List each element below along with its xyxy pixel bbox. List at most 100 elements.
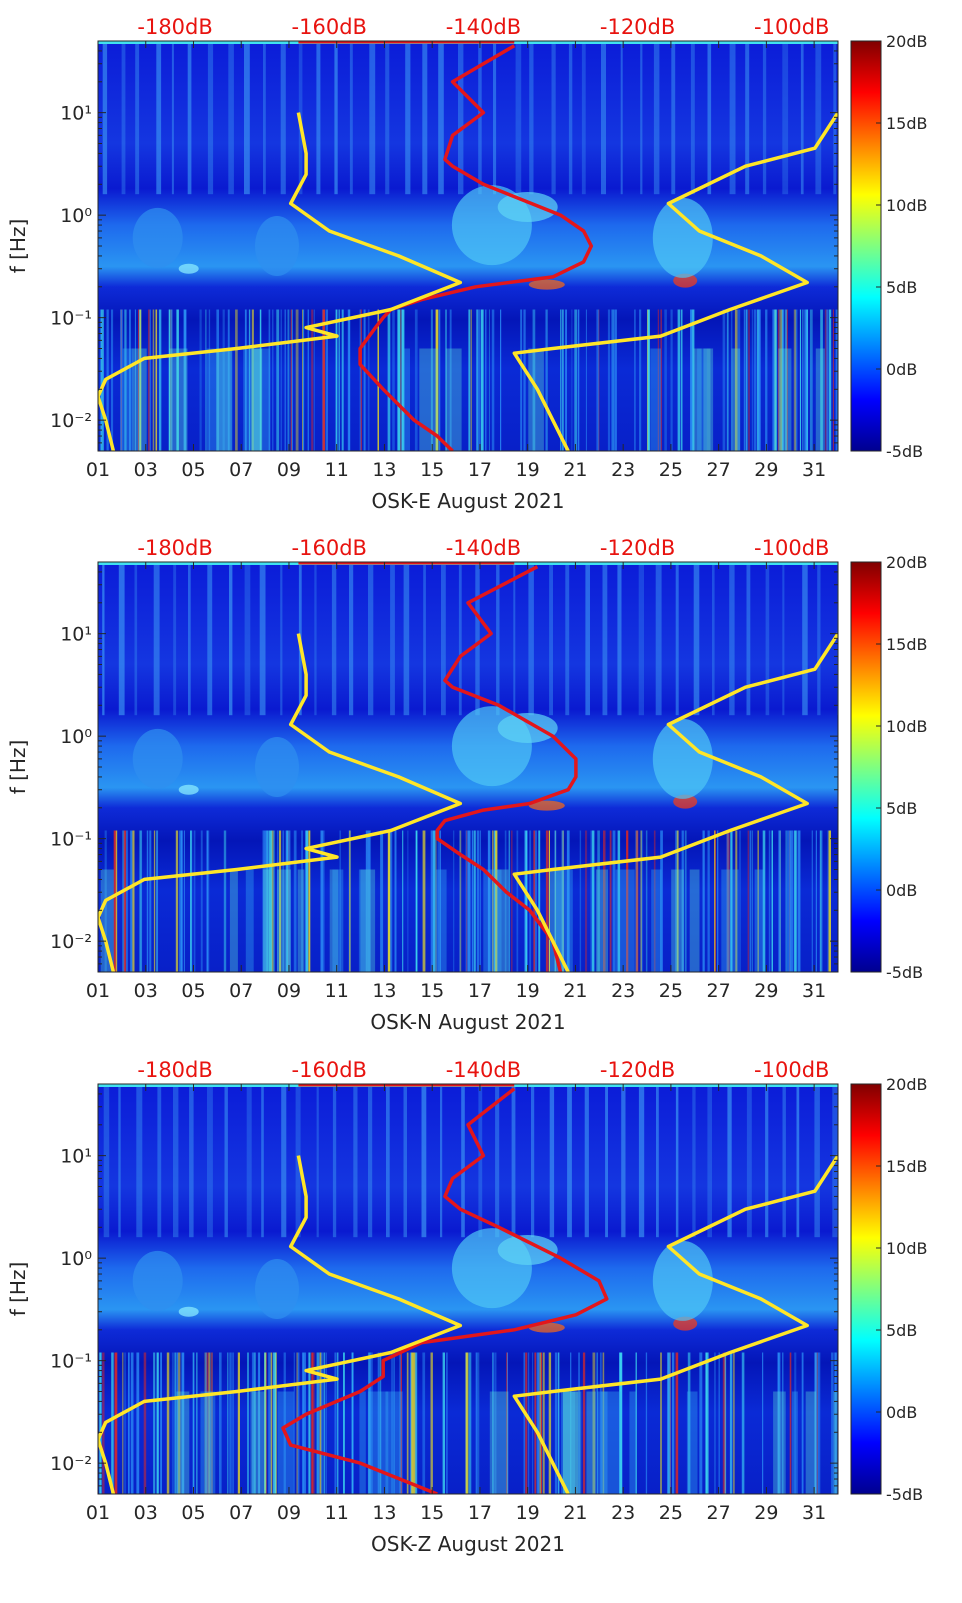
spectrogram-streak bbox=[206, 1352, 209, 1494]
spectrogram-streak bbox=[492, 1352, 495, 1494]
spectrogram-streak bbox=[229, 562, 233, 716]
spectrogram-streak bbox=[380, 1391, 389, 1494]
spectrogram-streak bbox=[735, 830, 738, 972]
spectrogram-streak bbox=[387, 309, 391, 451]
spectrogram-streak bbox=[703, 348, 711, 451]
top-db-label: -180dB bbox=[137, 1058, 212, 1082]
spectrogram-streak bbox=[762, 1352, 764, 1494]
spectrogram-streak bbox=[476, 309, 480, 451]
spectrogram-streak bbox=[660, 1352, 662, 1494]
spectrogram-streak bbox=[796, 1084, 800, 1238]
spectrogram-streak bbox=[598, 309, 600, 451]
top-db-label: -100dB bbox=[754, 536, 829, 560]
spectrogram-streak bbox=[402, 830, 404, 972]
spectrogram-streak bbox=[367, 309, 370, 451]
spectrogram-streak bbox=[169, 348, 188, 451]
spectrogram-streak bbox=[196, 1352, 198, 1494]
spectrogram-streak bbox=[768, 830, 771, 972]
spectrogram-streak bbox=[828, 309, 832, 451]
spectrogram-streak bbox=[528, 562, 534, 716]
spectrogram-streak bbox=[377, 309, 379, 451]
spectrogram-streak bbox=[263, 830, 266, 972]
spectrogram-streak bbox=[183, 830, 185, 972]
spectrogram-streak bbox=[400, 309, 402, 451]
spectrogram-streak bbox=[440, 1084, 443, 1238]
spectrogram-streak bbox=[337, 309, 339, 451]
spectrogram-streak bbox=[782, 309, 784, 451]
spectrogram-streak bbox=[584, 1084, 589, 1238]
spectrogram-streak bbox=[432, 830, 436, 972]
spectrogram-streak bbox=[219, 348, 233, 451]
spectrogram-streak bbox=[227, 309, 230, 451]
spectrogram-streak bbox=[479, 830, 481, 972]
spectrogram-streak bbox=[634, 309, 636, 451]
spectrogram-streak bbox=[99, 1352, 102, 1494]
spectrogram-streak bbox=[262, 869, 271, 972]
spectrogram-streak bbox=[136, 1084, 143, 1238]
spectrogram-streak bbox=[207, 562, 213, 716]
spectrogram-streak bbox=[762, 830, 766, 972]
colorbar-tick-label: -5dB bbox=[886, 442, 923, 461]
microseism-blob bbox=[178, 263, 199, 274]
spectrogram-streak bbox=[335, 1352, 337, 1494]
spectrogram-streak bbox=[193, 830, 196, 972]
x-tick-label: 11 bbox=[325, 1502, 349, 1524]
spectrogram-streak bbox=[312, 1352, 315, 1494]
spectrogram-streak bbox=[128, 1352, 130, 1494]
spectrogram-streak bbox=[602, 1352, 605, 1494]
spectrogram-streak bbox=[590, 830, 592, 972]
x-tick-label: 05 bbox=[181, 1502, 205, 1524]
spectrogram-streak bbox=[560, 309, 562, 451]
spectrogram-streak bbox=[729, 1352, 733, 1494]
spectrogram-streak bbox=[386, 1084, 390, 1238]
spectrogram-streak bbox=[506, 1352, 508, 1494]
x-tick-label: 03 bbox=[134, 980, 158, 1002]
spectrogram-streak bbox=[118, 562, 125, 716]
spectrogram-streak bbox=[726, 830, 729, 972]
spectrogram-streak bbox=[774, 309, 777, 451]
spectrogram-streak bbox=[506, 1352, 508, 1494]
spectrogram-streak bbox=[169, 309, 173, 451]
spectrogram-streak bbox=[523, 309, 526, 451]
spectrogram-streak bbox=[445, 309, 447, 451]
spectrogram-streak bbox=[229, 1352, 232, 1494]
colorbar-tick-label: 5dB bbox=[886, 799, 917, 818]
spectrogram-streak bbox=[534, 830, 537, 972]
spectrogram-streak bbox=[244, 41, 250, 195]
spectrogram-streak bbox=[280, 309, 282, 451]
spectrogram-streak bbox=[545, 309, 547, 451]
spectrogram-streak bbox=[156, 1352, 159, 1494]
spectrogram-streak bbox=[368, 1352, 370, 1494]
spectrogram-streak bbox=[393, 1352, 395, 1494]
spectrogram-streak bbox=[476, 309, 479, 451]
spectrogram-streak bbox=[762, 41, 767, 195]
spectrogram-streak bbox=[442, 1352, 445, 1494]
spectrogram-streak bbox=[603, 830, 606, 972]
spectrogram-streak bbox=[297, 869, 305, 972]
x-axis-label: OSK-E August 2021 bbox=[372, 489, 565, 513]
spectrogram-streak bbox=[446, 1352, 448, 1494]
spectrogram-streak bbox=[476, 830, 480, 972]
spectrogram-streak bbox=[111, 1352, 114, 1494]
spectrogram-streak bbox=[706, 348, 714, 451]
microseism-blob bbox=[132, 1250, 183, 1311]
spectrogram-streak bbox=[489, 1391, 509, 1494]
spectrogram-streak bbox=[615, 869, 635, 972]
spectrogram-streak bbox=[690, 309, 693, 451]
x-tick-label: 25 bbox=[659, 980, 683, 1002]
spectrogram-streak bbox=[412, 1352, 415, 1494]
spectrogram-streak bbox=[360, 309, 362, 451]
microseism-blob bbox=[255, 1259, 299, 1319]
red-psd-curve bbox=[281, 1087, 609, 1494]
x-tick-label: 03 bbox=[134, 1502, 158, 1524]
spectrogram-streak bbox=[189, 1084, 194, 1238]
panel-osk-e: 01 03 05 07 09 11 13 15 17 19 21 23 25 27 29 31 10⁻² 10⁻¹… bbox=[6, 15, 928, 513]
y-tick-label: 10⁰ bbox=[60, 726, 92, 748]
spectrogram-streak bbox=[135, 41, 140, 195]
spectrogram-streak bbox=[224, 1084, 228, 1238]
spectrogram-streak bbox=[691, 309, 695, 451]
spectrogram-streak bbox=[600, 1352, 602, 1494]
spectrogram-streak bbox=[342, 309, 344, 451]
spectrogram-streak bbox=[259, 562, 266, 716]
spectrogram-streak bbox=[562, 309, 564, 451]
